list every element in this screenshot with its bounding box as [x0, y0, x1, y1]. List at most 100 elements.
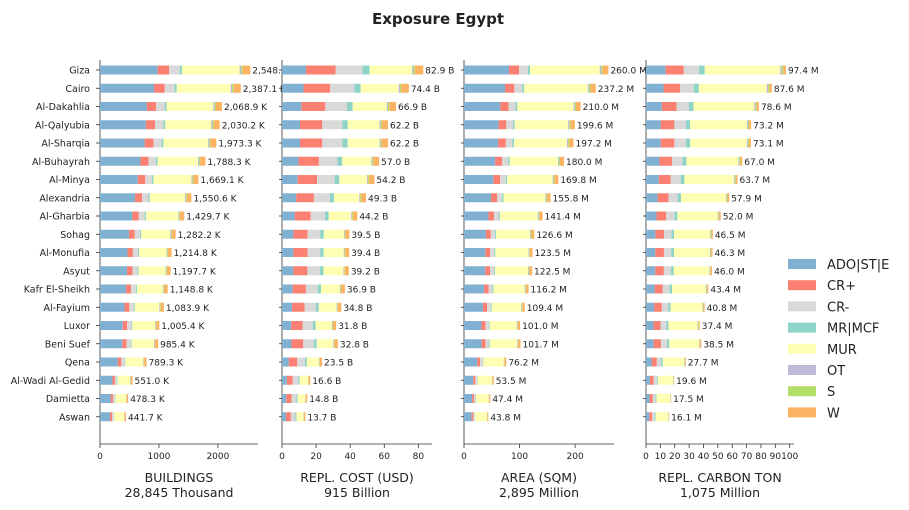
bar-segment	[646, 156, 660, 166]
bar-segment	[155, 120, 164, 130]
bar-segment	[179, 65, 182, 75]
bar-segment	[360, 83, 399, 93]
bar-segment	[134, 302, 160, 312]
bar-segment	[176, 83, 231, 93]
bar-segment	[746, 138, 748, 148]
x-tick-label: 100	[781, 452, 798, 462]
bar-total-label: 17.5 M	[673, 395, 704, 405]
bar-total-label: 32.8 B	[340, 340, 369, 350]
bar-total-label: 101.0 M	[522, 322, 558, 332]
bar-segment	[340, 284, 342, 294]
bar-segment	[308, 375, 311, 385]
bar-segment	[282, 229, 294, 239]
bar-segment	[100, 266, 128, 276]
legend-label: MR|MCF	[827, 322, 879, 337]
bar-segment	[667, 339, 670, 349]
bar-segment	[242, 65, 251, 75]
bar-segment	[155, 156, 158, 166]
bar-segment	[185, 193, 187, 203]
bar-segment	[646, 302, 655, 312]
bar-segment	[213, 120, 220, 130]
bar-segment	[495, 248, 529, 257]
legend-label: OT	[827, 364, 845, 379]
bar-total-label: 155.8 M	[553, 194, 589, 204]
bar-total-label: 16.6 B	[312, 377, 341, 387]
bar-segment	[663, 248, 672, 257]
bar-row: 122.5 M	[464, 266, 570, 277]
x-tick-label: 0	[643, 452, 649, 462]
bar-segment	[122, 321, 128, 330]
bar-segment	[646, 412, 650, 422]
bar-segment	[379, 138, 381, 148]
bar-segment	[527, 266, 529, 276]
bar-row: 1,005.4 K	[100, 321, 205, 332]
bar-total-label: 260.0 M	[610, 67, 646, 77]
bar-segment	[494, 211, 499, 221]
bar-segment	[668, 321, 698, 330]
bar-segment	[780, 65, 782, 75]
bar-segment	[164, 83, 175, 93]
bar-segment	[671, 266, 674, 276]
bar-segment	[232, 83, 234, 93]
bar-segment	[652, 394, 656, 403]
bar-segment	[464, 138, 499, 148]
bar-segment	[307, 229, 321, 239]
bar-total-label: 38.5 M	[703, 340, 734, 350]
bar-segment	[345, 229, 350, 239]
bar-segment	[494, 266, 496, 276]
bar-total-label: 46.3 M	[715, 249, 746, 259]
bar-segment	[282, 412, 286, 422]
bar-segment	[354, 83, 361, 93]
bar-segment	[296, 193, 314, 203]
bar-segment	[663, 266, 672, 276]
bar-segment	[748, 120, 750, 130]
category-label: Al-Sharqia	[41, 139, 90, 150]
bar-segment	[658, 175, 671, 184]
bar-row: 13.7 B	[282, 412, 336, 423]
bar-segment	[505, 138, 513, 148]
bar-segment	[733, 175, 735, 184]
bar-row: 441.7 K	[100, 412, 164, 423]
bar-segment	[495, 266, 528, 276]
bar-segment	[489, 321, 517, 330]
bar-segment	[718, 211, 720, 221]
bar-segment	[513, 120, 515, 130]
bar-segment	[464, 65, 510, 75]
bar-segment	[677, 211, 718, 221]
legend-label: MUR	[827, 343, 857, 358]
bar-segment	[301, 102, 326, 111]
bar-segment	[509, 156, 558, 166]
bar-segment	[517, 339, 518, 349]
bar-total-label: 57.9 M	[731, 194, 762, 204]
bar-segment	[485, 248, 491, 257]
bar-segment	[464, 211, 489, 221]
bar-total-label: 169.8 M	[560, 176, 596, 186]
bar-segment	[671, 229, 675, 239]
bar-segment	[320, 284, 340, 294]
bar-segment	[282, 211, 295, 221]
bar-row: 17.5 M	[646, 394, 704, 405]
bar-segment	[527, 65, 531, 75]
bar-segment	[646, 248, 656, 257]
bar-segment	[699, 339, 701, 349]
bar-total-label: 31.8 B	[338, 322, 367, 332]
bar-segment	[131, 284, 136, 294]
bar-segment	[649, 394, 653, 403]
bar-segment	[121, 357, 125, 367]
bar-segment	[699, 339, 700, 349]
bar-segment	[310, 211, 325, 221]
bar-segment	[524, 83, 588, 93]
bar-total-label: 197.2 M	[576, 140, 612, 150]
legend-item: OT	[788, 364, 845, 379]
bar-segment	[491, 302, 522, 312]
bar-segment	[137, 266, 139, 276]
bar-segment	[109, 412, 112, 422]
bar-segment	[131, 339, 154, 349]
bar-segment	[292, 375, 299, 385]
bar-total-label: 47.4 M	[492, 395, 523, 405]
bar-segment	[531, 229, 535, 239]
bar-segment	[507, 175, 553, 184]
bar-segment	[515, 102, 518, 111]
bar-segment	[170, 229, 172, 239]
x-tick-label: 20	[310, 452, 322, 462]
